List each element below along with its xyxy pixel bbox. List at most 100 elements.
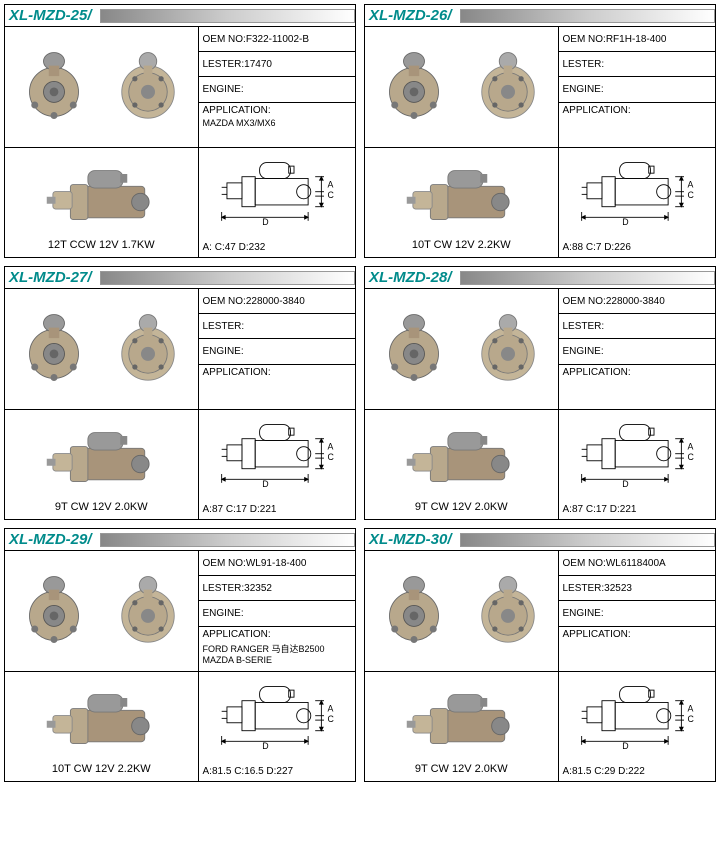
product-card: XL-MZD-29/ OEM NO:WL91-18-400 LESTER:323… (4, 528, 356, 782)
application-row: APPLICATION: FORD RANGER 马自达B2500 MAZDA … (199, 627, 356, 671)
lester-row: LESTER: (559, 52, 716, 77)
rear-view-photo (103, 299, 193, 399)
specs-cell: OEM NO:WL6118400A LESTER:32523 ENGINE: A… (558, 551, 716, 671)
dimensions-text: A:81.5 C:16.5 D:227 (203, 766, 352, 777)
diagram-cell: A C D A:81.5 C:16.5 D:227 (198, 672, 356, 781)
product-card: XL-MZD-27/ OEM NO:228000-3840 LESTER: EN… (4, 266, 356, 520)
card-header: XL-MZD-29/ (5, 529, 355, 551)
front-view-photo (369, 561, 459, 661)
svg-text:D: D (622, 217, 628, 227)
dimensions-text: A:88 C:7 D:226 (563, 242, 712, 253)
bottom-row: 9T CW 12V 2.0KW A C D A:87 C:17 D:221 (365, 409, 715, 519)
rear-view-photo (103, 561, 193, 661)
card-header: XL-MZD-25/ (5, 5, 355, 27)
oem-row: OEM NO:F322-11002-B (199, 27, 356, 52)
photos-cell (5, 27, 198, 147)
side-view-photo (369, 414, 554, 499)
svg-text:D: D (262, 741, 268, 751)
rating-text: 12T CCW 12V 1.7KW (46, 237, 157, 253)
svg-text:D: D (262, 217, 268, 227)
svg-text:A: A (327, 703, 333, 713)
svg-text:C: C (327, 452, 334, 462)
dimensions-text: A:87 C:17 D:221 (563, 504, 712, 515)
svg-text:A: A (327, 441, 333, 451)
oem-row: OEM NO:RF1H-18-400 (559, 27, 716, 52)
photos-cell (365, 551, 558, 671)
diagram-cell: A C D A:81.5 C:29 D:222 (558, 672, 716, 781)
svg-text:D: D (262, 479, 268, 489)
lester-row: LESTER:32523 (559, 576, 716, 601)
side-view-cell: 10T CW 12V 2.2KW (5, 672, 198, 781)
bottom-row: 10T CW 12V 2.2KW A C D A:81.5 C:16.5 D:2… (5, 671, 355, 781)
bottom-row: 9T CW 12V 2.0KW A C D A:81.5 C:29 D:222 (365, 671, 715, 781)
svg-text:D: D (622, 741, 628, 751)
card-header: XL-MZD-27/ (5, 267, 355, 289)
dimensions-text: A: C:47 D:232 (203, 242, 352, 253)
card-header: XL-MZD-28/ (365, 267, 715, 289)
card-title: XL-MZD-26/ (365, 7, 456, 24)
engine-row: ENGINE: (559, 77, 716, 102)
diagram-cell: A C D A:88 C:7 D:226 (558, 148, 716, 257)
product-card: XL-MZD-25/ OEM NO:F322-11002-B LESTER:17… (4, 4, 356, 258)
svg-text:A: A (687, 179, 693, 189)
svg-text:A: A (687, 703, 693, 713)
top-row: OEM NO:WL91-18-400 LESTER:32352 ENGINE: … (5, 551, 355, 671)
front-view-photo (369, 37, 459, 137)
rating-text: 9T CW 12V 2.0KW (413, 499, 510, 515)
header-gradient-bar (460, 9, 716, 23)
rear-view-photo (103, 37, 193, 137)
card-header: XL-MZD-30/ (365, 529, 715, 551)
engine-row: ENGINE: (559, 601, 716, 626)
top-row: OEM NO:RF1H-18-400 LESTER: ENGINE: APPLI… (365, 27, 715, 147)
photos-cell (5, 289, 198, 409)
front-view-photo (369, 299, 459, 399)
engine-row: ENGINE: (199, 339, 356, 364)
front-view-photo (9, 37, 99, 137)
specs-cell: OEM NO:RF1H-18-400 LESTER: ENGINE: APPLI… (558, 27, 716, 147)
photos-cell (365, 27, 558, 147)
engine-row: ENGINE: (559, 339, 716, 364)
application-detail: FORD RANGER 马自达B2500 MAZDA B-SERIE (203, 642, 352, 665)
side-view-photo (369, 152, 554, 237)
lester-row: LESTER:17470 (199, 52, 356, 77)
side-view-photo (9, 676, 194, 761)
application-row: APPLICATION: (559, 365, 716, 409)
bottom-row: 10T CW 12V 2.2KW A C D A:88 C:7 D:226 (365, 147, 715, 257)
side-view-photo (9, 152, 194, 237)
side-view-cell: 9T CW 12V 2.0KW (365, 672, 558, 781)
specs-cell: OEM NO:WL91-18-400 LESTER:32352 ENGINE: … (198, 551, 356, 671)
specs-cell: OEM NO:F322-11002-B LESTER:17470 ENGINE:… (198, 27, 356, 147)
side-view-photo (369, 676, 554, 761)
card-title: XL-MZD-28/ (365, 269, 456, 286)
svg-text:C: C (687, 190, 694, 200)
technical-diagram: A C D (203, 414, 352, 504)
application-row: APPLICATION: MAZDA MX3/MX6 (199, 103, 356, 147)
header-gradient-bar (100, 533, 356, 547)
application-row: APPLICATION: (559, 627, 716, 671)
header-gradient-bar (100, 9, 356, 23)
card-title: XL-MZD-27/ (5, 269, 96, 286)
photos-cell (5, 551, 198, 671)
rear-view-photo (463, 299, 553, 399)
oem-row: OEM NO:WL6118400A (559, 551, 716, 576)
application-row: APPLICATION: (199, 365, 356, 409)
svg-text:A: A (687, 441, 693, 451)
bottom-row: 12T CCW 12V 1.7KW A C D A: C:47 D:232 (5, 147, 355, 257)
svg-text:A: A (327, 179, 333, 189)
lester-row: LESTER: (559, 314, 716, 339)
rating-text: 10T CW 12V 2.2KW (410, 237, 513, 253)
front-view-photo (9, 561, 99, 661)
engine-row: ENGINE: (199, 77, 356, 102)
application-label: APPLICATION: (203, 629, 352, 640)
svg-text:C: C (327, 190, 334, 200)
technical-diagram: A C D (203, 676, 352, 766)
card-title: XL-MZD-29/ (5, 531, 96, 548)
oem-row: OEM NO:228000-3840 (559, 289, 716, 314)
svg-text:C: C (687, 714, 694, 724)
diagram-cell: A C D A: C:47 D:232 (198, 148, 356, 257)
technical-diagram: A C D (563, 152, 712, 242)
product-card: XL-MZD-26/ OEM NO:RF1H-18-400 LESTER: EN… (364, 4, 716, 258)
product-card: XL-MZD-30/ OEM NO:WL6118400A LESTER:3252… (364, 528, 716, 782)
lester-row: LESTER: (199, 314, 356, 339)
application-label: APPLICATION: (563, 367, 631, 378)
